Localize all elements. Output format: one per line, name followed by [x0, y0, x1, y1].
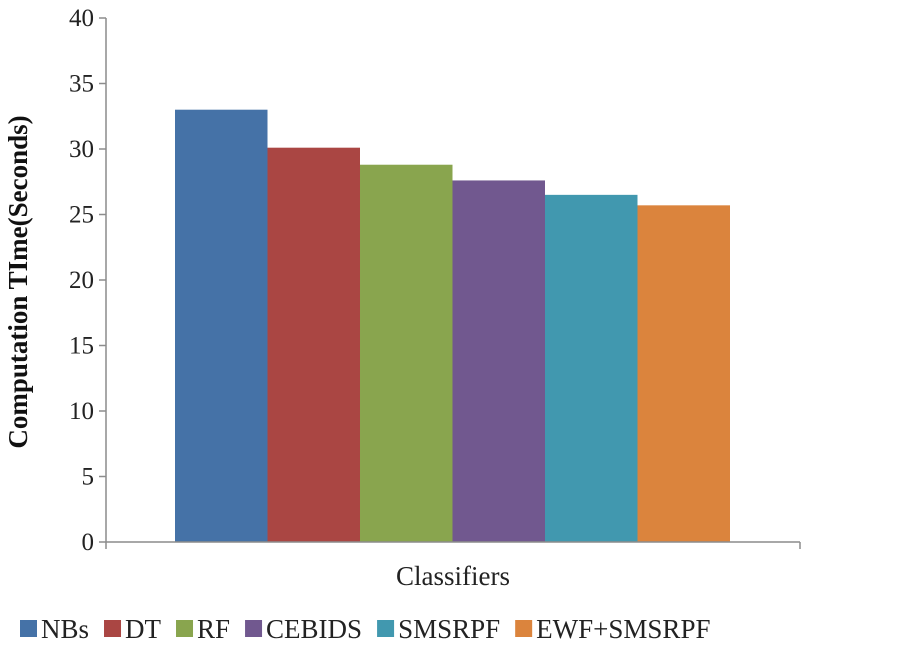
y-tick-label: 20	[69, 267, 94, 294]
y-axis-ticks: 0 5 10 15 20 25 30 35 40	[69, 5, 801, 556]
legend-swatch-nbs	[20, 620, 37, 637]
y-tick-label: 40	[69, 5, 94, 32]
bar-smsrpf	[545, 194, 638, 542]
y-tick-label: 15	[69, 333, 94, 360]
legend-swatch-smsrpf	[377, 620, 395, 637]
legend-swatch-rf	[176, 620, 194, 637]
bar-nbs	[175, 109, 268, 542]
x-axis-title: Classifiers	[396, 561, 510, 591]
legend-label-cebids: CEBIDS	[266, 614, 362, 644]
bar-ewf-smsrpf	[637, 205, 730, 542]
bar-dt	[267, 147, 360, 542]
legend-swatch-cebids	[245, 620, 263, 637]
y-tick-label: 30	[69, 136, 94, 163]
legend-label-ewf-smsrpf: EWF+SMSRPF	[536, 614, 710, 644]
y-axis-title: Computation TIme(Seconds)	[3, 115, 33, 448]
y-tick-label: 25	[69, 202, 94, 229]
legend: NBs DT RF CEBIDS SMSRPF EWF+SMSRPF	[20, 614, 710, 644]
legend-label-dt: DT	[125, 614, 161, 644]
legend-swatch-ewf-smsrpf	[515, 620, 533, 637]
y-tick-label: 0	[82, 529, 95, 556]
y-tick-label: 5	[82, 464, 95, 491]
legend-swatch-dt	[104, 620, 122, 637]
legend-label-smsrpf: SMSRPF	[398, 614, 500, 644]
bar-cebids	[452, 180, 545, 542]
legend-label-nbs: NBs	[41, 614, 89, 644]
bar-rf	[360, 164, 453, 542]
y-tick-label: 10	[69, 398, 94, 425]
legend-label-rf: RF	[197, 614, 230, 644]
bars	[175, 109, 730, 542]
y-tick-label: 35	[69, 71, 94, 98]
